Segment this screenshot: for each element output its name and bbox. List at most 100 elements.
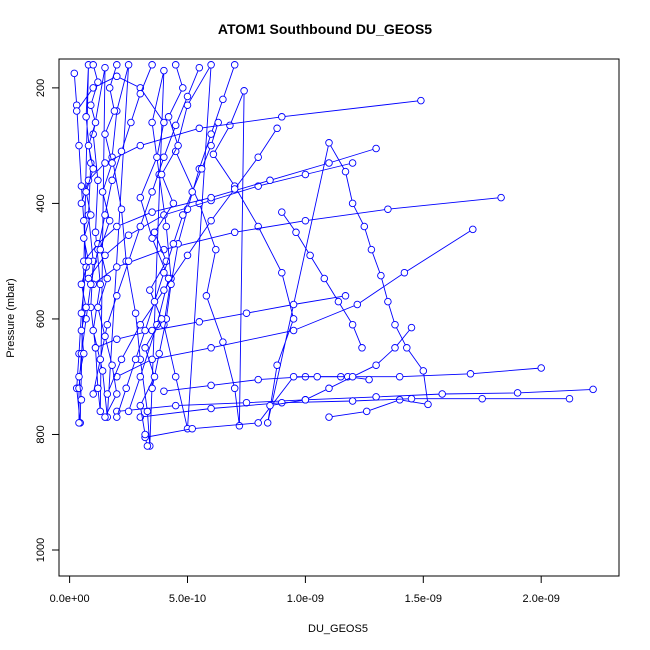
data-point <box>87 211 95 219</box>
x-tick-label: 1.5e-09 <box>405 593 442 605</box>
data-point <box>160 118 168 127</box>
data-point <box>395 396 404 404</box>
data-point <box>136 141 145 150</box>
x-tick-label: 5.0e-10 <box>169 593 206 605</box>
series-line <box>116 388 594 412</box>
y-tick-label: 800 <box>35 425 47 443</box>
data-point <box>75 419 83 427</box>
data-point <box>108 361 116 369</box>
data-point <box>358 344 366 352</box>
data-point <box>278 398 286 407</box>
data-point <box>513 389 522 397</box>
data-point <box>77 199 86 208</box>
data-point <box>365 375 373 384</box>
data-point <box>136 222 145 231</box>
data-point <box>72 107 81 115</box>
data-point <box>157 315 166 323</box>
data-point <box>306 251 314 260</box>
data-point <box>195 318 204 326</box>
data-point <box>77 396 86 404</box>
y-axis-label: Pressure (mbar) <box>5 278 17 357</box>
data-point <box>127 118 135 127</box>
data-point <box>174 141 182 150</box>
data-point <box>153 153 161 161</box>
data-point <box>372 393 380 401</box>
data-point <box>320 274 329 283</box>
x-tick-label: 0.0e+00 <box>50 593 90 605</box>
data-point <box>407 323 416 332</box>
y-tick-label: 1000 <box>35 538 47 562</box>
data-point <box>469 225 477 234</box>
data-point <box>113 222 121 231</box>
data-point <box>113 413 121 421</box>
data-point <box>96 407 105 416</box>
data-point <box>96 280 105 289</box>
x-axis-label: DU_GEOS5 <box>308 623 368 635</box>
data-point <box>372 361 380 369</box>
series-20 <box>266 323 416 410</box>
data-point <box>384 205 392 213</box>
data-point <box>164 113 173 121</box>
data-point <box>202 292 211 300</box>
data-point <box>179 211 187 219</box>
data-point <box>207 141 215 150</box>
data-point <box>113 390 121 398</box>
data-point <box>146 286 154 294</box>
data-point <box>117 205 126 213</box>
data-point <box>160 286 168 294</box>
series-line <box>78 64 99 400</box>
data-point <box>348 372 357 381</box>
data-point <box>141 344 149 352</box>
data-point <box>160 387 168 395</box>
series-line <box>269 327 412 407</box>
data-point <box>395 372 404 381</box>
data-point <box>372 144 380 153</box>
data-point <box>167 280 175 289</box>
data-point <box>195 124 204 133</box>
data-point <box>209 150 218 159</box>
data-point <box>94 303 102 312</box>
series-line <box>116 122 219 418</box>
data-point <box>157 170 166 179</box>
data-point <box>148 61 156 69</box>
data-point <box>77 280 86 289</box>
data-point <box>179 84 187 92</box>
data-point <box>353 300 362 309</box>
data-point <box>87 101 95 109</box>
data-point <box>183 251 192 260</box>
data-point <box>148 326 156 335</box>
series-17 <box>75 61 102 404</box>
data-point <box>91 118 100 127</box>
data-point <box>169 199 178 208</box>
data-point <box>289 372 298 381</box>
data-point <box>438 390 446 398</box>
data-point <box>113 263 121 271</box>
data-point <box>150 228 159 237</box>
data-point <box>207 216 215 225</box>
data-point <box>124 61 133 69</box>
data-point <box>136 320 145 329</box>
data-point <box>150 372 159 381</box>
series-18 <box>94 61 121 421</box>
data-point <box>89 326 97 335</box>
data-point <box>105 216 114 225</box>
data-point <box>82 188 90 196</box>
data-point <box>497 193 505 202</box>
data-point <box>289 300 298 309</box>
data-point <box>207 130 215 138</box>
data-point <box>122 384 130 393</box>
data-point <box>240 87 248 95</box>
data-point <box>84 141 93 150</box>
data-point <box>207 404 215 413</box>
data-point <box>384 297 392 306</box>
data-point <box>101 159 109 167</box>
data-point <box>105 84 114 92</box>
data-point <box>226 121 234 130</box>
data-point <box>169 240 178 248</box>
data-point <box>348 397 357 405</box>
data-point <box>80 234 88 242</box>
data-point <box>136 193 145 202</box>
data-point <box>207 61 215 69</box>
series-6 <box>136 394 574 421</box>
series-line <box>139 64 184 435</box>
